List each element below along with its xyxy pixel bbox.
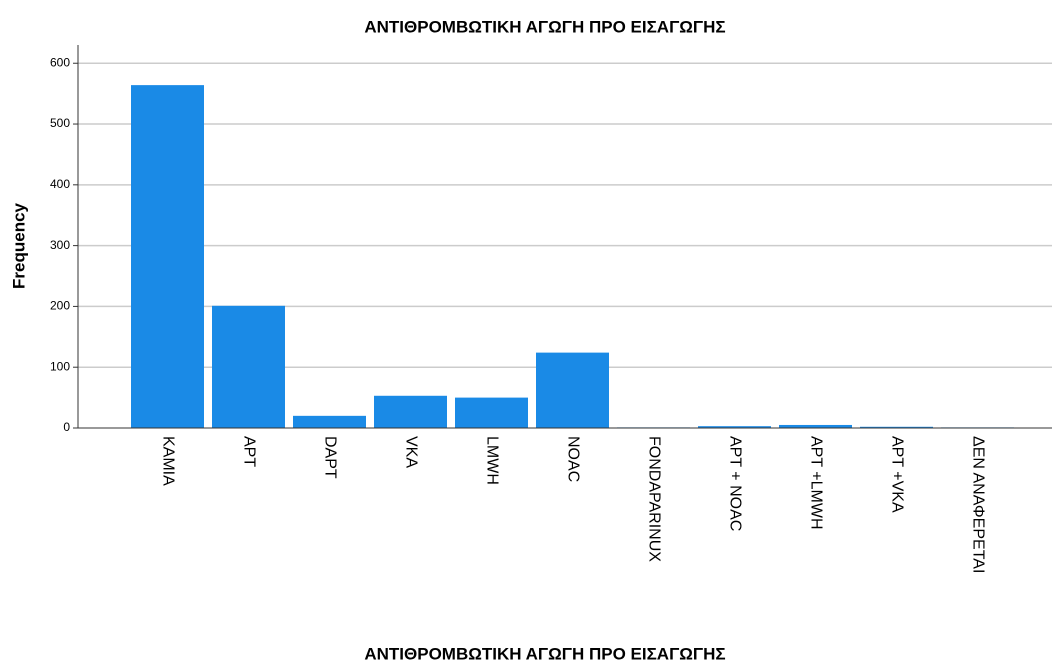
x-tick-label: APT +LMWH — [807, 436, 824, 530]
bar — [131, 85, 204, 428]
y-tick-label: 500 — [50, 116, 70, 130]
y-tick-label: 300 — [50, 238, 70, 252]
chart-title: ΑΝΤΙΘΡΟΜΒΩΤΙΚΗ ΑΓΩΓΗ ΠΡΟ ΕΙΣΑΓΩΓΗΣ — [364, 17, 725, 36]
y-axis-title: Frequency — [9, 202, 28, 289]
y-tick-label: 0 — [63, 420, 70, 434]
y-tick-label: 200 — [50, 299, 70, 313]
bar — [536, 352, 609, 428]
x-tick-label: DAPT — [321, 436, 338, 479]
x-tick-label: APT +VKA — [888, 436, 905, 513]
x-tick-label: NOAC — [564, 436, 581, 482]
bar — [779, 424, 852, 428]
y-tick-label: 100 — [50, 359, 70, 373]
x-tick-label: APT + NOAC — [726, 436, 743, 531]
x-axis-title: ΑΝΤΙΘΡΟΜΒΩΤΙΚΗ ΑΓΩΓΗ ΠΡΟ ΕΙΣΑΓΩΓΗΣ — [364, 644, 725, 663]
x-tick-label: VKA — [402, 436, 419, 468]
y-tick-label: 400 — [50, 177, 70, 191]
bar — [293, 415, 366, 428]
x-tick-label: FONDAPARINUX — [645, 436, 662, 562]
x-tick-label: LMWH — [483, 436, 500, 485]
bar — [212, 305, 285, 428]
bar — [455, 397, 528, 428]
x-tick-label: APT — [240, 436, 257, 467]
bar — [860, 426, 933, 428]
x-tick-label: KAMIA — [159, 436, 176, 486]
bar — [698, 426, 771, 428]
x-tick-label: ΔΕΝ ΑΝΑΦΕΡΕΤΑΙ — [969, 436, 986, 573]
bar — [374, 395, 447, 428]
y-tick-label: 600 — [50, 55, 70, 69]
